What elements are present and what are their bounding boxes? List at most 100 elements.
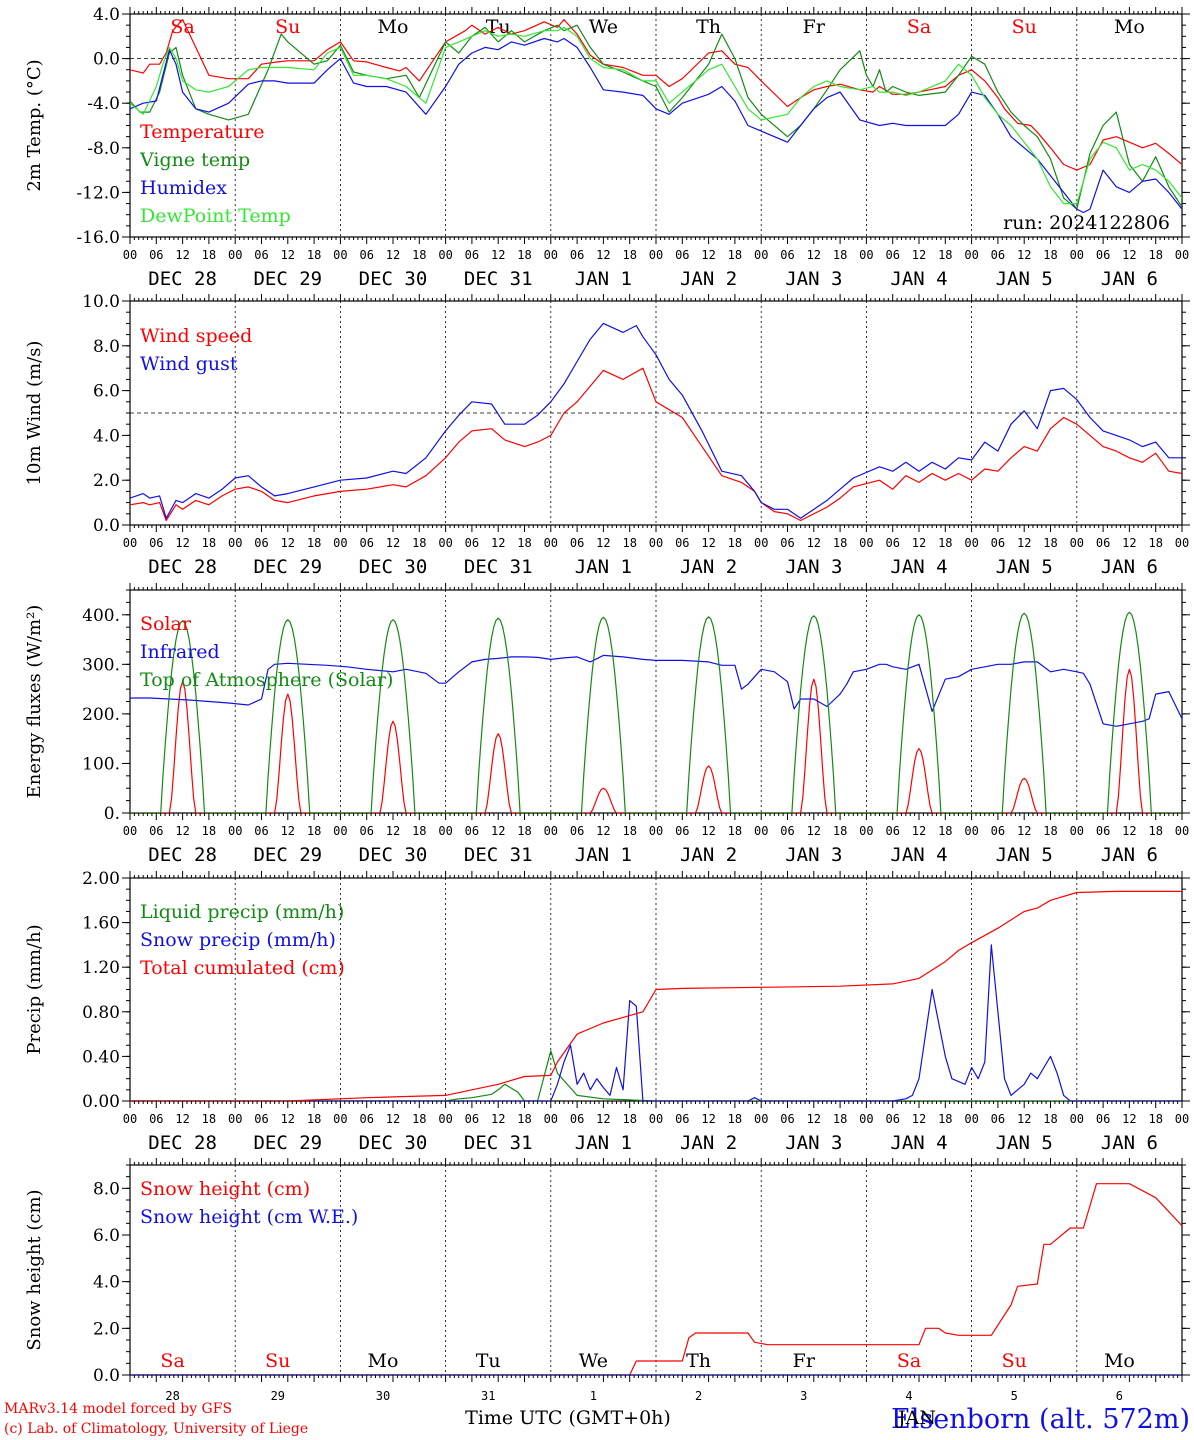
date-label: DEC 29 [253,844,322,866]
hour-tick-label: 18 [1148,536,1162,550]
date-label: DEC 30 [359,556,428,578]
hour-tick-label: 18 [833,248,847,262]
y-tick-label: 1.60 [82,914,120,934]
hour-tick-label: 12 [386,1112,400,1126]
day-number-label: 4 [905,1389,912,1403]
hour-tick-label: 18 [938,824,952,838]
hour-tick-label: 00 [228,824,242,838]
hour-tick-label: 18 [622,248,636,262]
date-label: JAN 1 [575,556,632,578]
hour-tick-label: 06 [1096,248,1110,262]
hour-tick-label: 18 [622,824,636,838]
hour-tick-label: 00 [1070,1112,1084,1126]
hour-tick-label: 12 [1122,824,1136,838]
hour-tick-label: 18 [1043,248,1057,262]
date-label: DEC 29 [253,1132,322,1154]
y-tick-label: 0. [104,804,120,824]
hour-tick-label: 12 [175,248,189,262]
hour-tick-label: 00 [228,248,242,262]
date-label: DEC 28 [148,844,217,866]
y-tick-label: 8.0 [93,1179,120,1199]
hour-tick-label: 18 [1043,1112,1057,1126]
date-label: JAN 4 [890,556,947,578]
hour-tick-label: 18 [728,824,742,838]
legend-entry: DewPoint Temp [140,205,291,227]
legend-entry: Snow height (cm W.E.) [140,1206,358,1228]
hour-tick-label: 00 [754,824,768,838]
date-label: JAN 2 [680,556,737,578]
y-tick-label: -16.0 [76,228,120,248]
day-name-label: Tu [476,1350,501,1372]
hour-tick-label: 00 [1175,248,1189,262]
y-axis-label: 10m Wind (m/s) [24,341,45,486]
hour-tick-label: 06 [465,1112,479,1126]
legend-entry: Liquid precip (mm/h) [140,901,344,923]
y-tick-label: 0.0 [93,516,120,536]
hour-tick-label: 18 [412,1112,426,1126]
series-group [130,19,1182,214]
legend-entry: Infrared [140,641,220,663]
y-tick-label: 2.00 [82,869,120,889]
series-group [130,1183,1182,1375]
hour-tick-label: 18 [202,824,216,838]
series-line-solar [130,668,1182,813]
hour-tick-label: 00 [438,824,452,838]
hour-tick-label: 12 [491,536,505,550]
hour-tick-label: 12 [912,1112,926,1126]
legend-entry: Wind speed [140,325,252,347]
hour-tick-label: 12 [912,248,926,262]
hour-tick-label: 00 [544,248,558,262]
day-name-label: We [589,16,618,38]
day-name-label: Su [1002,1350,1027,1372]
y-tick-label: 0.00 [82,1092,120,1112]
hour-tick-label: 00 [123,824,137,838]
date-label: DEC 31 [464,268,533,290]
hour-tick-label: 06 [570,248,584,262]
hour-tick-label: 00 [754,536,768,550]
date-label: DEC 31 [464,1132,533,1154]
hour-tick-label: 00 [333,1112,347,1126]
date-label: DEC 31 [464,556,533,578]
hour-tick-label: 06 [675,536,689,550]
hour-tick-label: 00 [544,1112,558,1126]
legend-entry: Vigne temp [139,149,250,171]
hour-tick-label: 18 [1148,1112,1162,1126]
hour-tick-label: 00 [333,248,347,262]
hour-tick-label: 12 [491,248,505,262]
series-group [130,890,1182,1101]
hour-tick-label: 18 [833,1112,847,1126]
hour-tick-label: 06 [1096,536,1110,550]
y-tick-label: 8.0 [93,337,120,357]
hour-tick-label: 06 [570,1112,584,1126]
hour-tick-label: 12 [701,536,715,550]
y-tick-label: 10.0 [82,292,120,312]
hour-tick-label: 12 [281,824,295,838]
hour-tick-label: 18 [517,248,531,262]
hour-tick-label: 00 [964,248,978,262]
hour-tick-label: 12 [281,536,295,550]
day-number-label: 28 [165,1389,179,1403]
hour-tick-label: 06 [359,248,373,262]
y-tick-label: 4.0 [93,5,120,25]
hour-tick-label: 06 [885,248,899,262]
series-group [130,611,1182,813]
hour-tick-label: 12 [1017,824,1031,838]
hour-tick-label: 12 [701,824,715,838]
hour-tick-label: 00 [649,824,663,838]
hour-tick-label: 06 [780,1112,794,1126]
hour-tick-label: 12 [912,536,926,550]
hour-tick-label: 06 [780,536,794,550]
hour-tick-label: 18 [307,1112,321,1126]
day-number-label: 5 [1011,1389,1018,1403]
hour-tick-label: 00 [964,1112,978,1126]
hour-tick-label: 06 [149,824,163,838]
hour-tick-label: 12 [175,824,189,838]
hour-tick-label: 00 [649,536,663,550]
date-label: JAN 6 [1101,268,1158,290]
hour-tick-label: 00 [228,536,242,550]
hour-tick-label: 18 [412,248,426,262]
hour-tick-label: 12 [1017,248,1031,262]
series-line-snow-precip-mm-h [130,944,1182,1101]
